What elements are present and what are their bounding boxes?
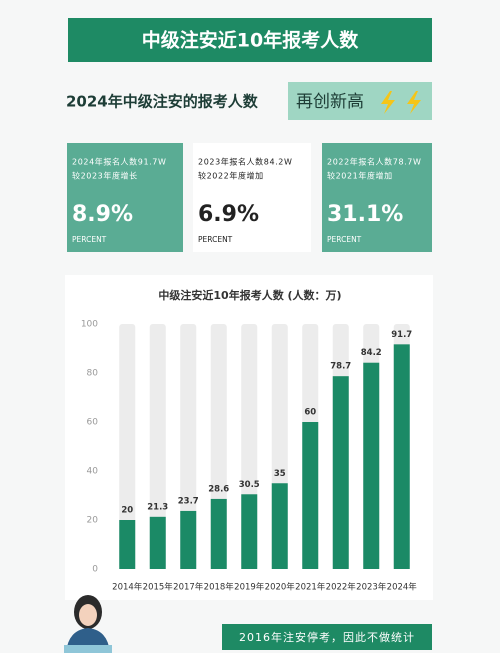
card-unit: PERCENT xyxy=(72,235,107,244)
x-tick-label: 2014年 xyxy=(112,582,143,593)
bar xyxy=(241,494,258,569)
y-tick-label: 40 xyxy=(87,467,99,477)
x-tick-label: 2018年 xyxy=(204,582,235,593)
desk xyxy=(64,645,112,653)
card-line: 较2023年度增长 xyxy=(72,171,138,181)
subheader-title: 2024年中级注安的报考人数 xyxy=(66,93,259,111)
badge-text: 再创新高 xyxy=(296,92,364,112)
card-value: 6.9% xyxy=(198,202,259,227)
chart-title: 中级注安近10年报考人数 (人数：万) xyxy=(158,288,341,302)
card-value: 8.9% xyxy=(72,202,133,227)
y-tick-label: 100 xyxy=(81,320,98,330)
data-label: 23.7 xyxy=(178,496,199,506)
footer-note: 2016年注安停考，因此不做统计 xyxy=(239,630,415,644)
bar-track xyxy=(149,324,166,569)
bar xyxy=(363,362,380,569)
illustration xyxy=(64,595,112,653)
bar-track xyxy=(180,324,197,569)
x-tick-label: 2020年 xyxy=(265,582,296,593)
header-banner xyxy=(68,18,432,62)
footer-bar xyxy=(222,624,432,650)
x-tick-label: 2021年 xyxy=(295,582,326,593)
bar-track xyxy=(119,324,136,569)
bar xyxy=(149,516,166,569)
bar xyxy=(271,483,288,569)
bar xyxy=(119,520,136,569)
card-unit: PERCENT xyxy=(327,235,362,244)
card-line: 2023年报名人数84.2W xyxy=(198,157,292,167)
x-tick-label: 2015年 xyxy=(143,582,174,593)
data-label: 78.7 xyxy=(330,362,351,372)
stat-card xyxy=(67,143,183,252)
lightning-icon xyxy=(407,91,421,114)
x-tick-label: 2019年 xyxy=(234,582,265,593)
stat-cards: 2024年报名人数91.7W 较2023年度增长 8.9% PERCENT 2023年报… xyxy=(67,143,432,252)
data-label: 30.5 xyxy=(239,480,260,490)
card-line: 较2022年度增加 xyxy=(198,171,264,181)
x-tick-label: 2023年 xyxy=(356,582,387,593)
data-label: 28.6 xyxy=(208,484,229,494)
y-tick-label: 20 xyxy=(87,516,99,526)
x-tick-label: 2022年 xyxy=(326,582,357,593)
data-label: 20 xyxy=(121,506,133,516)
data-label: 21.3 xyxy=(147,502,168,512)
lightning-icon xyxy=(381,91,395,114)
card-line: 2022年报名人数78.7W xyxy=(327,157,421,167)
bar xyxy=(210,498,227,569)
stat-card xyxy=(322,143,432,252)
card-line: 较2021年度增加 xyxy=(327,171,393,181)
data-label: 91.7 xyxy=(391,330,412,340)
header-title: 中级注安近10年报考人数 xyxy=(142,29,359,52)
card-line: 2024年报名人数91.7W xyxy=(72,157,166,167)
x-tick-label: 2024年 xyxy=(387,582,418,593)
badge-box xyxy=(288,82,432,120)
bar xyxy=(302,422,319,569)
y-tick-label: 80 xyxy=(87,369,99,379)
card-value: 31.1% xyxy=(327,202,403,227)
face xyxy=(79,604,97,626)
bar xyxy=(180,510,197,569)
chart: 0 20 40 60 80 100 20 2014年 21.3 2015年 23.7 2017年 28.… xyxy=(81,320,417,593)
x-tick-label: 2017年 xyxy=(173,582,204,593)
card-unit: PERCENT xyxy=(198,235,233,244)
data-label: 84.2 xyxy=(361,348,382,358)
data-label: 35 xyxy=(274,469,286,479)
stat-card xyxy=(193,143,311,252)
data-label: 60 xyxy=(304,408,316,418)
y-tick-label: 60 xyxy=(87,418,99,428)
bar xyxy=(332,376,349,569)
bar xyxy=(393,344,410,569)
y-tick-label: 0 xyxy=(92,565,98,575)
